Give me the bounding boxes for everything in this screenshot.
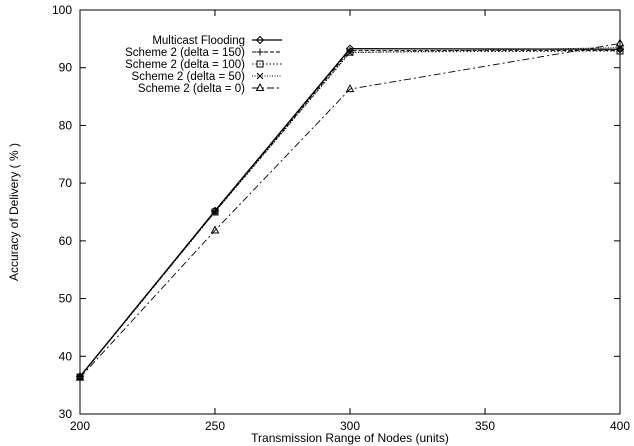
x-axis-label: Transmission Range of Nodes (units) [251, 431, 449, 445]
series-3 [76, 47, 624, 381]
y-tick-label: 100 [52, 3, 72, 17]
series-5 [75, 38, 625, 381]
y-tick-label: 50 [59, 292, 73, 306]
data-point-triangle [255, 82, 265, 91]
x-tick-label: 400 [610, 419, 630, 433]
series-2 [76, 46, 624, 380]
data-point-plus [256, 48, 264, 56]
data-point-square [256, 60, 264, 68]
axis-ticks: 200 250 300 350 400 30 40 50 60 70 80 90 100 [52, 3, 630, 433]
data-point-cross [256, 72, 264, 80]
data-point-cross [211, 208, 219, 216]
y-tick-label: 80 [59, 118, 73, 132]
y-tick-label: 30 [59, 407, 73, 421]
x-tick-label: 250 [205, 419, 225, 433]
data-point-triangle [210, 225, 220, 234]
legend-label: Scheme 2 (delta = 0) [138, 83, 245, 95]
y-tick-label: 90 [59, 61, 73, 75]
data-point-triangle [75, 372, 85, 381]
data-point-square [211, 208, 219, 216]
series-line [79, 49, 620, 377]
series-line [79, 50, 621, 378]
y-tick-label: 70 [59, 176, 73, 190]
data-point-cross [346, 49, 354, 57]
legend-label: Multicast Flooding [152, 35, 245, 47]
data-point-triangle [345, 84, 355, 93]
legend-label: Scheme 2 (delta = 50) [132, 71, 246, 83]
series-lines [75, 38, 625, 381]
legend-label: Scheme 2 (delta = 150) [125, 47, 245, 59]
x-tick-label: 300 [340, 419, 360, 433]
y-axis-label: Accuracy of Delivery ( % ) [7, 143, 21, 281]
series-line [79, 47, 621, 378]
x-tick-label: 200 [70, 419, 90, 433]
legend-label: Scheme 2 (delta = 100) [125, 59, 245, 71]
y-tick-label: 60 [59, 234, 73, 248]
series-1 [75, 44, 625, 381]
series-line [79, 48, 621, 377]
x-tick-label: 350 [475, 419, 495, 433]
y-tick-label: 40 [59, 349, 73, 363]
data-point-square [346, 48, 354, 56]
data-point-triangle [615, 38, 625, 47]
data-point-diamond [255, 35, 265, 45]
